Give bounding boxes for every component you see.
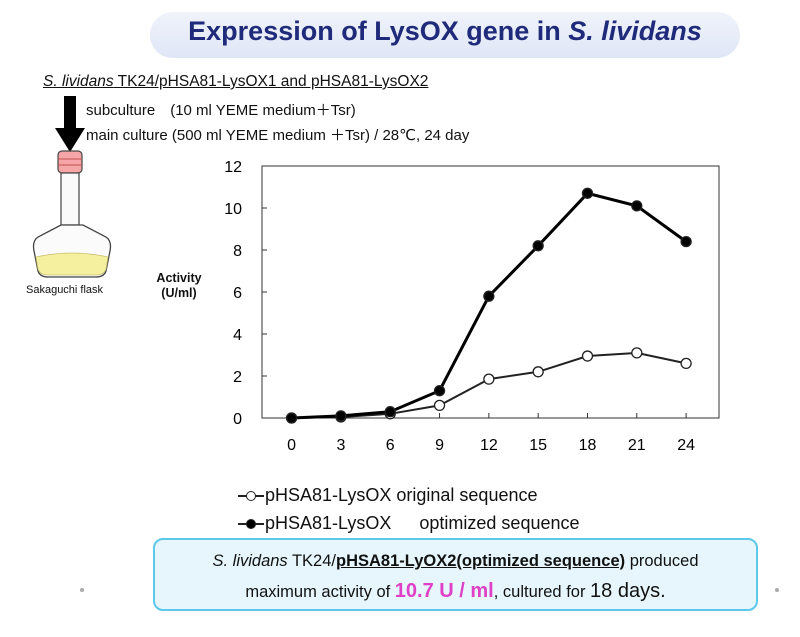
data-point-optimized: [483, 290, 495, 302]
x-tick-label: 24: [677, 437, 695, 454]
x-tick-label: 15: [529, 437, 547, 454]
data-point-optimized: [384, 406, 396, 418]
main-culture-step: main culture (500 ml YEME medium ＋Tsr) /…: [86, 127, 470, 144]
down-arrow-icon: [55, 96, 85, 152]
open-circle-marker-icon: [238, 489, 264, 503]
x-tick-label: 6: [386, 437, 395, 454]
decorative-dot: [775, 588, 779, 592]
data-point-original: [581, 350, 594, 362]
x-tick-label: 18: [579, 437, 597, 454]
data-point-original: [532, 366, 544, 378]
y-axis-label: Activity (U/ml): [156, 271, 202, 300]
data-point-original: [680, 357, 692, 370]
data-point-optimized: [285, 412, 298, 424]
series-line-original: [291, 351, 687, 419]
data-point-optimized: [532, 240, 544, 252]
strain-description: S. lividans TK24/pHSA81-LysOX1 and pHSA8…: [43, 73, 428, 91]
subculture-step: subculture (10 ml YEME medium＋Tsr): [86, 102, 356, 119]
sakaguchi-flask-icon: [32, 150, 112, 278]
x-tick-label: 9: [435, 437, 444, 454]
data-point-original: [483, 373, 495, 385]
y-tick-label: 12: [224, 159, 242, 176]
summary-box: S. lividans TK24/pHSA81-LyOX2(optimized …: [153, 538, 758, 611]
legend-label-optimized-a: pHSA81-LysOX: [265, 513, 392, 533]
max-activity-value: 10.7 U / ml: [394, 580, 494, 602]
data-point-original: [631, 347, 643, 359]
summary-line-1: S. lividans TK24/pHSA81-LyOX2(optimized …: [212, 552, 699, 570]
legend-item-original: pHSA81-LysOX original sequence: [238, 485, 538, 506]
y-tick-label: 0: [233, 411, 242, 428]
title-banner: [150, 12, 740, 58]
y-tick-label: 6: [233, 285, 242, 302]
data-point-original: [433, 399, 446, 412]
x-tick-label: 3: [336, 437, 345, 454]
data-point-optimized: [631, 200, 643, 212]
decorative-dot: [80, 588, 84, 592]
strain-plasmids: TK24/pHSA81-LysOX1 and pHSA81-LysOX2: [113, 73, 429, 90]
flask-label: Sakaguchi flask: [26, 284, 104, 296]
x-tick-label: 0: [287, 437, 296, 454]
summary-line-2: maximum activity of 10.7 U / ml, culture…: [245, 580, 666, 602]
strain-species: S. lividans: [43, 73, 114, 90]
legend-label-optimized-b: optimized sequence: [419, 513, 580, 533]
y-tick-label: 4: [233, 327, 242, 344]
data-point-optimized: [433, 385, 446, 397]
culture-days: 18 days.: [590, 580, 666, 602]
x-tick-label: 12: [480, 437, 498, 454]
legend-item-optimized: pHSA81-LysOX optimized sequence: [238, 513, 580, 534]
summary-plasmid: pHSA81-LyOX2(optimized sequence): [336, 552, 626, 570]
y-tick-label: 10: [224, 201, 242, 218]
legend-label-original: pHSA81-LysOX original sequence: [265, 485, 538, 505]
data-point-optimized: [581, 187, 594, 199]
y-tick-label: 8: [233, 243, 242, 260]
x-tick-label: 21: [628, 437, 646, 454]
data-point-optimized: [335, 410, 347, 422]
y-tick-label: 2: [233, 369, 242, 386]
data-point-optimized: [680, 235, 692, 248]
page-title: Expression of LysOX gene in S. lividans: [188, 16, 702, 46]
filled-circle-marker-icon: [238, 517, 264, 531]
